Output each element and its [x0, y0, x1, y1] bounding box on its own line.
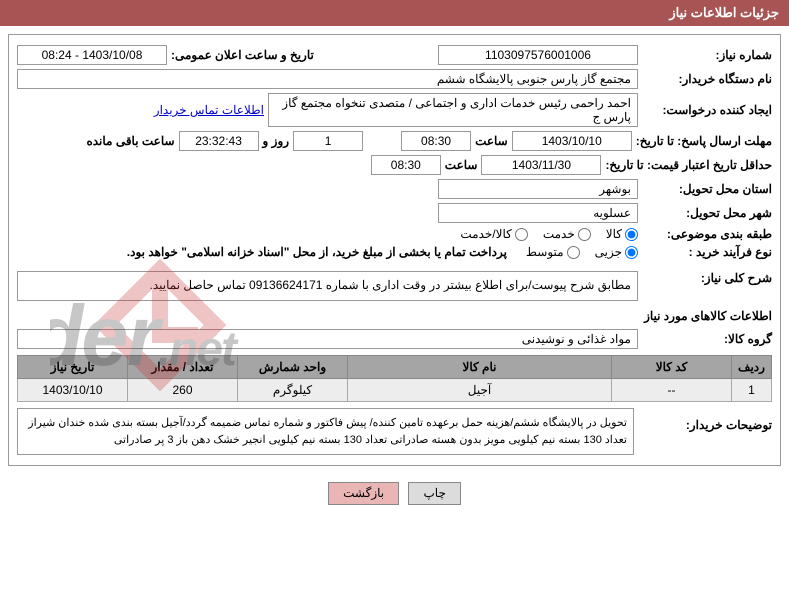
th-row: ردیف — [732, 356, 772, 379]
requester-label: ایجاد کننده درخواست: — [642, 103, 772, 117]
category-radio-group: کالا خدمت کالا/خدمت — [460, 227, 638, 241]
button-row: چاپ بازگشت — [8, 472, 781, 515]
radio-goods-service-label: کالا/خدمت — [460, 227, 511, 241]
td-code: -- — [612, 379, 732, 402]
group-label: گروه کالا: — [642, 332, 772, 346]
publish-datetime-label: تاریخ و ساعت اعلان عمومی: — [171, 48, 314, 62]
radio-goods-label: کالا — [606, 227, 622, 241]
radio-service-input[interactable] — [578, 228, 591, 241]
hour-label-1: ساعت — [475, 134, 508, 148]
publish-datetime-field: 1403/10/08 - 08:24 — [17, 45, 167, 65]
deadline-label: مهلت ارسال پاسخ: تا تاریخ: — [636, 134, 772, 148]
summary-box: مطابق شرح پیوست/برای اطلاع بیشتر در وقت … — [17, 271, 638, 301]
goods-table: ردیف کد کالا نام کالا واحد شمارش تعداد /… — [17, 355, 772, 402]
back-button[interactable]: بازگشت — [328, 482, 399, 505]
need-number-label: شماره نیاز: — [642, 48, 772, 62]
city-label: شهر محل تحویل: — [642, 206, 772, 220]
buyer-notes-label: توضیحات خریدار: — [642, 408, 772, 432]
deadline-date-field: 1403/10/10 — [512, 131, 632, 151]
validity-hour-field: 08:30 — [371, 155, 441, 175]
page-header: جزئیات اطلاعات نیاز — [0, 0, 789, 26]
th-qty: تعداد / مقدار — [128, 356, 238, 379]
goods-table-wrapper: ردیف کد کالا نام کالا واحد شمارش تعداد /… — [17, 355, 772, 402]
days-value-field: 1 — [293, 131, 363, 151]
th-code: کد کالا — [612, 356, 732, 379]
countdown-field: 23:32:43 — [179, 131, 259, 151]
contact-link[interactable]: اطلاعات تماس خریدار — [154, 103, 264, 117]
radio-partial-input[interactable] — [625, 246, 638, 259]
need-number-field: 1103097576001006 — [438, 45, 638, 65]
td-qty: 260 — [128, 379, 238, 402]
td-unit: کیلوگرم — [238, 379, 348, 402]
print-button[interactable]: چاپ — [408, 482, 460, 505]
radio-medium[interactable]: متوسط — [526, 245, 580, 259]
province-label: استان محل تحویل: — [642, 182, 772, 196]
province-field: بوشهر — [438, 179, 638, 199]
days-label: روز و — [263, 134, 290, 148]
td-row: 1 — [732, 379, 772, 402]
remaining-label: ساعت باقی مانده — [86, 134, 174, 148]
radio-medium-label: متوسط — [526, 245, 564, 259]
td-name: آجیل — [348, 379, 612, 402]
group-field: مواد غذائی و نوشیدنی — [17, 329, 638, 349]
deadline-hour-field: 08:30 — [401, 131, 471, 151]
requester-field: احمد راحمی رئیس خدمات اداری و اجتماعی / … — [268, 93, 638, 127]
radio-service-label: خدمت — [543, 227, 575, 241]
buyer-notes-box: تحویل در پالایشگاه ششم/هزینه حمل برعهده … — [17, 408, 634, 455]
page-title: جزئیات اطلاعات نیاز — [669, 5, 779, 20]
payment-note: پرداخت تمام یا بخشی از مبلغ خرید، از محل… — [127, 245, 507, 259]
buyer-field: مجتمع گاز پارس جنوبی پالایشگاه ششم — [17, 69, 638, 89]
table-row: 1 -- آجیل کیلوگرم 260 1403/10/10 — [18, 379, 772, 402]
radio-goods[interactable]: کالا — [606, 227, 638, 241]
goods-info-label: اطلاعات کالاهای مورد نیاز — [17, 309, 772, 323]
radio-goods-service[interactable]: کالا/خدمت — [460, 227, 527, 241]
purchase-type-radio-group: جزیی متوسط — [526, 245, 638, 259]
radio-medium-input[interactable] — [567, 246, 580, 259]
th-unit: واحد شمارش — [238, 356, 348, 379]
radio-service[interactable]: خدمت — [543, 227, 591, 241]
validity-date-field: 1403/11/30 — [481, 155, 601, 175]
purchase-type-label: نوع فرآیند خرید : — [642, 245, 772, 259]
radio-goods-input[interactable] — [625, 228, 638, 241]
category-label: طبقه بندی موضوعی: — [642, 227, 772, 241]
radio-goods-service-input[interactable] — [515, 228, 528, 241]
buyer-label: نام دستگاه خریدار: — [642, 72, 772, 86]
radio-partial[interactable]: جزیی — [595, 245, 638, 259]
th-date: تاریخ نیاز — [18, 356, 128, 379]
radio-partial-label: جزیی — [595, 245, 622, 259]
form-section: شماره نیاز: 1103097576001006 تاریخ و ساع… — [8, 34, 781, 466]
city-field: عسلویه — [438, 203, 638, 223]
hour-label-2: ساعت — [445, 158, 478, 172]
th-name: نام کالا — [348, 356, 612, 379]
validity-label: حداقل تاریخ اعتبار قیمت: تا تاریخ: — [605, 158, 772, 172]
td-date: 1403/10/10 — [18, 379, 128, 402]
summary-label: شرح کلی نیاز: — [642, 271, 772, 285]
